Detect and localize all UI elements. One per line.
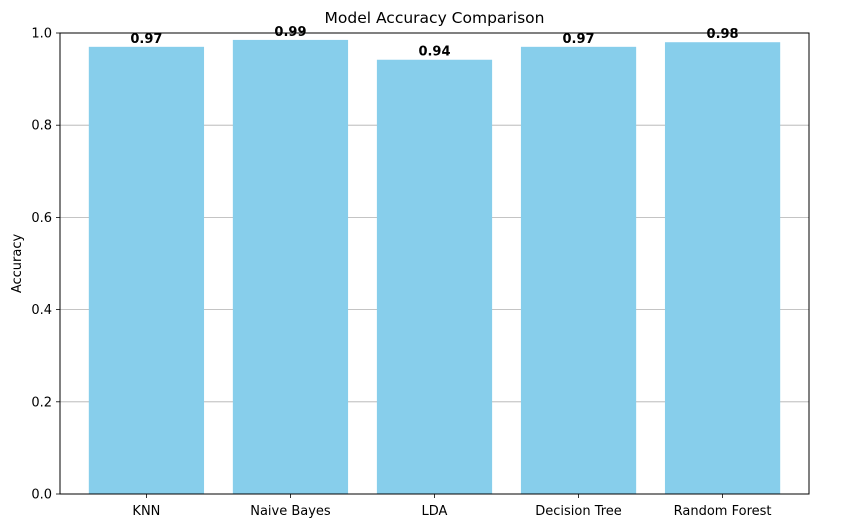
y-tick-label: 1.0 [31, 27, 52, 42]
bar [88, 46, 205, 495]
bar-value-label: 0.98 [707, 27, 739, 42]
y-axis-ticks: 0.0 0.2 0.4 0.6 0.8 1.0 [31, 27, 60, 503]
x-tick-label: KNN [132, 504, 160, 519]
bar [232, 39, 349, 494]
x-tick-label: LDA [422, 504, 448, 519]
x-axis-ticks: KNN Naive Bayes LDA Decision Tree Random For… [132, 494, 772, 519]
x-tick-label: Random Forest [674, 504, 772, 519]
y-tick-label: 0.2 [31, 395, 52, 410]
bar-value-label: 0.99 [274, 25, 306, 40]
bar-value-labels: 0.97 0.99 0.94 0.97 0.98 [130, 25, 738, 60]
x-tick-label: Decision Tree [535, 504, 622, 519]
bars [88, 39, 781, 495]
bar-value-label: 0.94 [418, 45, 450, 60]
bar [376, 59, 493, 494]
x-tick-label: Naive Bayes [250, 504, 331, 519]
y-tick-label: 0.0 [31, 488, 52, 503]
y-axis-label: Accuracy [10, 234, 25, 294]
y-tick-label: 0.4 [31, 303, 52, 318]
y-tick-label: 0.6 [31, 211, 52, 226]
bar-value-label: 0.97 [130, 32, 162, 47]
bar-value-label: 0.97 [562, 32, 594, 47]
y-tick-label: 0.8 [31, 119, 52, 134]
bar [520, 46, 637, 495]
chart-title: Model Accuracy Comparison [325, 9, 545, 27]
bar [664, 42, 781, 494]
